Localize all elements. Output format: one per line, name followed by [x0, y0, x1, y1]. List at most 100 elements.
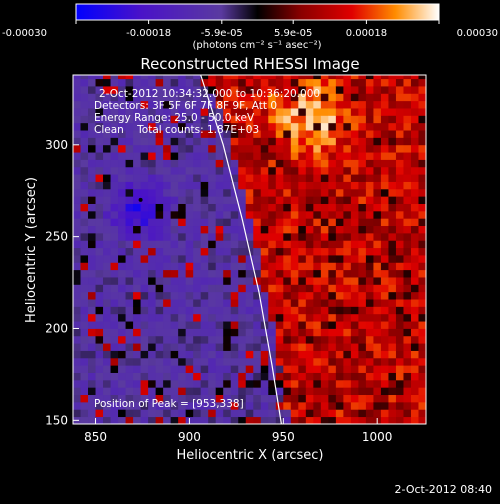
heatmap-cell [185, 291, 194, 300]
heatmap-cell [245, 379, 254, 388]
heatmap-cell [253, 277, 262, 285]
heatmap-cell [133, 174, 141, 182]
heatmap-cell [358, 225, 367, 234]
heatmap-cell [403, 159, 412, 168]
heatmap-cell [133, 108, 141, 116]
heatmap-cell [245, 365, 254, 373]
heatmap-cell [350, 232, 359, 241]
heatmap-cell [298, 115, 307, 124]
heatmap-cell [358, 122, 367, 131]
heatmap-cell [313, 365, 322, 373]
heatmap-cell [343, 365, 352, 373]
heatmap-cell [133, 247, 141, 256]
heatmap-cell [373, 181, 382, 190]
heatmap-cell [103, 372, 111, 381]
heatmap-cell [125, 321, 134, 329]
heatmap-cell [245, 269, 254, 278]
colorbar-tick-label: 0.00018 [346, 28, 387, 39]
heatmap-cell [268, 357, 277, 366]
heatmap-cell [335, 321, 344, 329]
heatmap-cell [88, 225, 96, 234]
heatmap-cell [418, 130, 426, 138]
heatmap-cell [268, 306, 277, 315]
heatmap-cell [95, 379, 104, 388]
heatmap-cell [133, 159, 141, 168]
heatmap-cell [373, 335, 382, 344]
heatmap-cell [268, 321, 277, 329]
heatmap-cell [125, 108, 134, 116]
heatmap-cell [125, 159, 134, 168]
heatmap-cell [178, 144, 187, 153]
heatmap-cell [343, 78, 352, 87]
heatmap-cell [290, 328, 299, 337]
heatmap-cell [110, 328, 119, 337]
heatmap-cell [155, 115, 164, 124]
heatmap-cell [170, 306, 179, 315]
heatmap-cell [223, 379, 232, 388]
heatmap-cell [110, 144, 119, 153]
heatmap-cell [133, 86, 141, 94]
heatmap-cell [328, 365, 337, 373]
heatmap-image [73, 75, 426, 424]
heatmap-cell [200, 210, 209, 219]
heatmap-cell [155, 313, 164, 322]
heatmap-cell [155, 144, 164, 153]
heatmap-cell [343, 284, 352, 293]
heatmap-cell [178, 291, 187, 300]
heatmap-cell [103, 210, 111, 219]
heatmap-cell [193, 379, 202, 388]
heatmap-cell [118, 166, 126, 175]
heatmap-cell [193, 269, 202, 278]
heatmap-cell [418, 159, 426, 168]
heatmap-cell [170, 313, 179, 322]
heatmap-cell [253, 122, 262, 131]
heatmap-cell [290, 262, 299, 271]
heatmap-cell [125, 122, 134, 131]
heatmap-cell [313, 78, 322, 87]
heatmap-cell [80, 247, 89, 256]
heatmap-cell [148, 78, 157, 87]
heatmap-cell [403, 284, 412, 293]
heatmap-cell [328, 321, 337, 329]
heatmap-cell [350, 144, 359, 153]
heatmap-cell [418, 115, 426, 124]
heatmap-cell [163, 306, 172, 315]
heatmap-cell [208, 321, 217, 329]
heatmap-cell [260, 115, 269, 124]
heatmap-cell [208, 255, 217, 263]
heatmap-cell [208, 93, 217, 102]
heatmap-cell [403, 262, 412, 271]
heatmap-cell [260, 350, 269, 359]
heatmap-cell [245, 232, 254, 241]
heatmap-cell [133, 122, 141, 131]
heatmap-cell [125, 232, 134, 241]
heatmap-cell [328, 277, 337, 285]
heatmap-cell [313, 225, 322, 234]
heatmap-cell [283, 357, 292, 366]
heatmap-cell [208, 299, 217, 307]
heatmap-cell [193, 152, 202, 160]
heatmap-cell [350, 159, 359, 168]
heatmap-cell [200, 166, 209, 175]
heatmap-cell [305, 144, 314, 153]
heatmap-cell [103, 115, 111, 124]
heatmap-cell [365, 350, 374, 359]
heatmap-cell [208, 86, 217, 94]
heatmap-cell [253, 291, 262, 300]
heatmap-cell [268, 203, 277, 212]
heatmap-cell [305, 218, 314, 227]
heatmap-cell [365, 321, 374, 329]
heatmap-cell [328, 144, 337, 153]
heatmap-cell [290, 159, 299, 168]
heatmap-cell [268, 181, 277, 190]
heatmap-cell [283, 409, 292, 418]
heatmap-cell [373, 203, 382, 212]
heatmap-cell [260, 262, 269, 271]
heatmap-cell [103, 401, 111, 410]
heatmap-cell [155, 152, 164, 160]
heatmap-cell [388, 86, 397, 94]
heatmap-cell [343, 313, 352, 322]
heatmap-cell [320, 350, 329, 359]
heatmap-cell [305, 255, 314, 263]
heatmap-cell [125, 328, 134, 337]
